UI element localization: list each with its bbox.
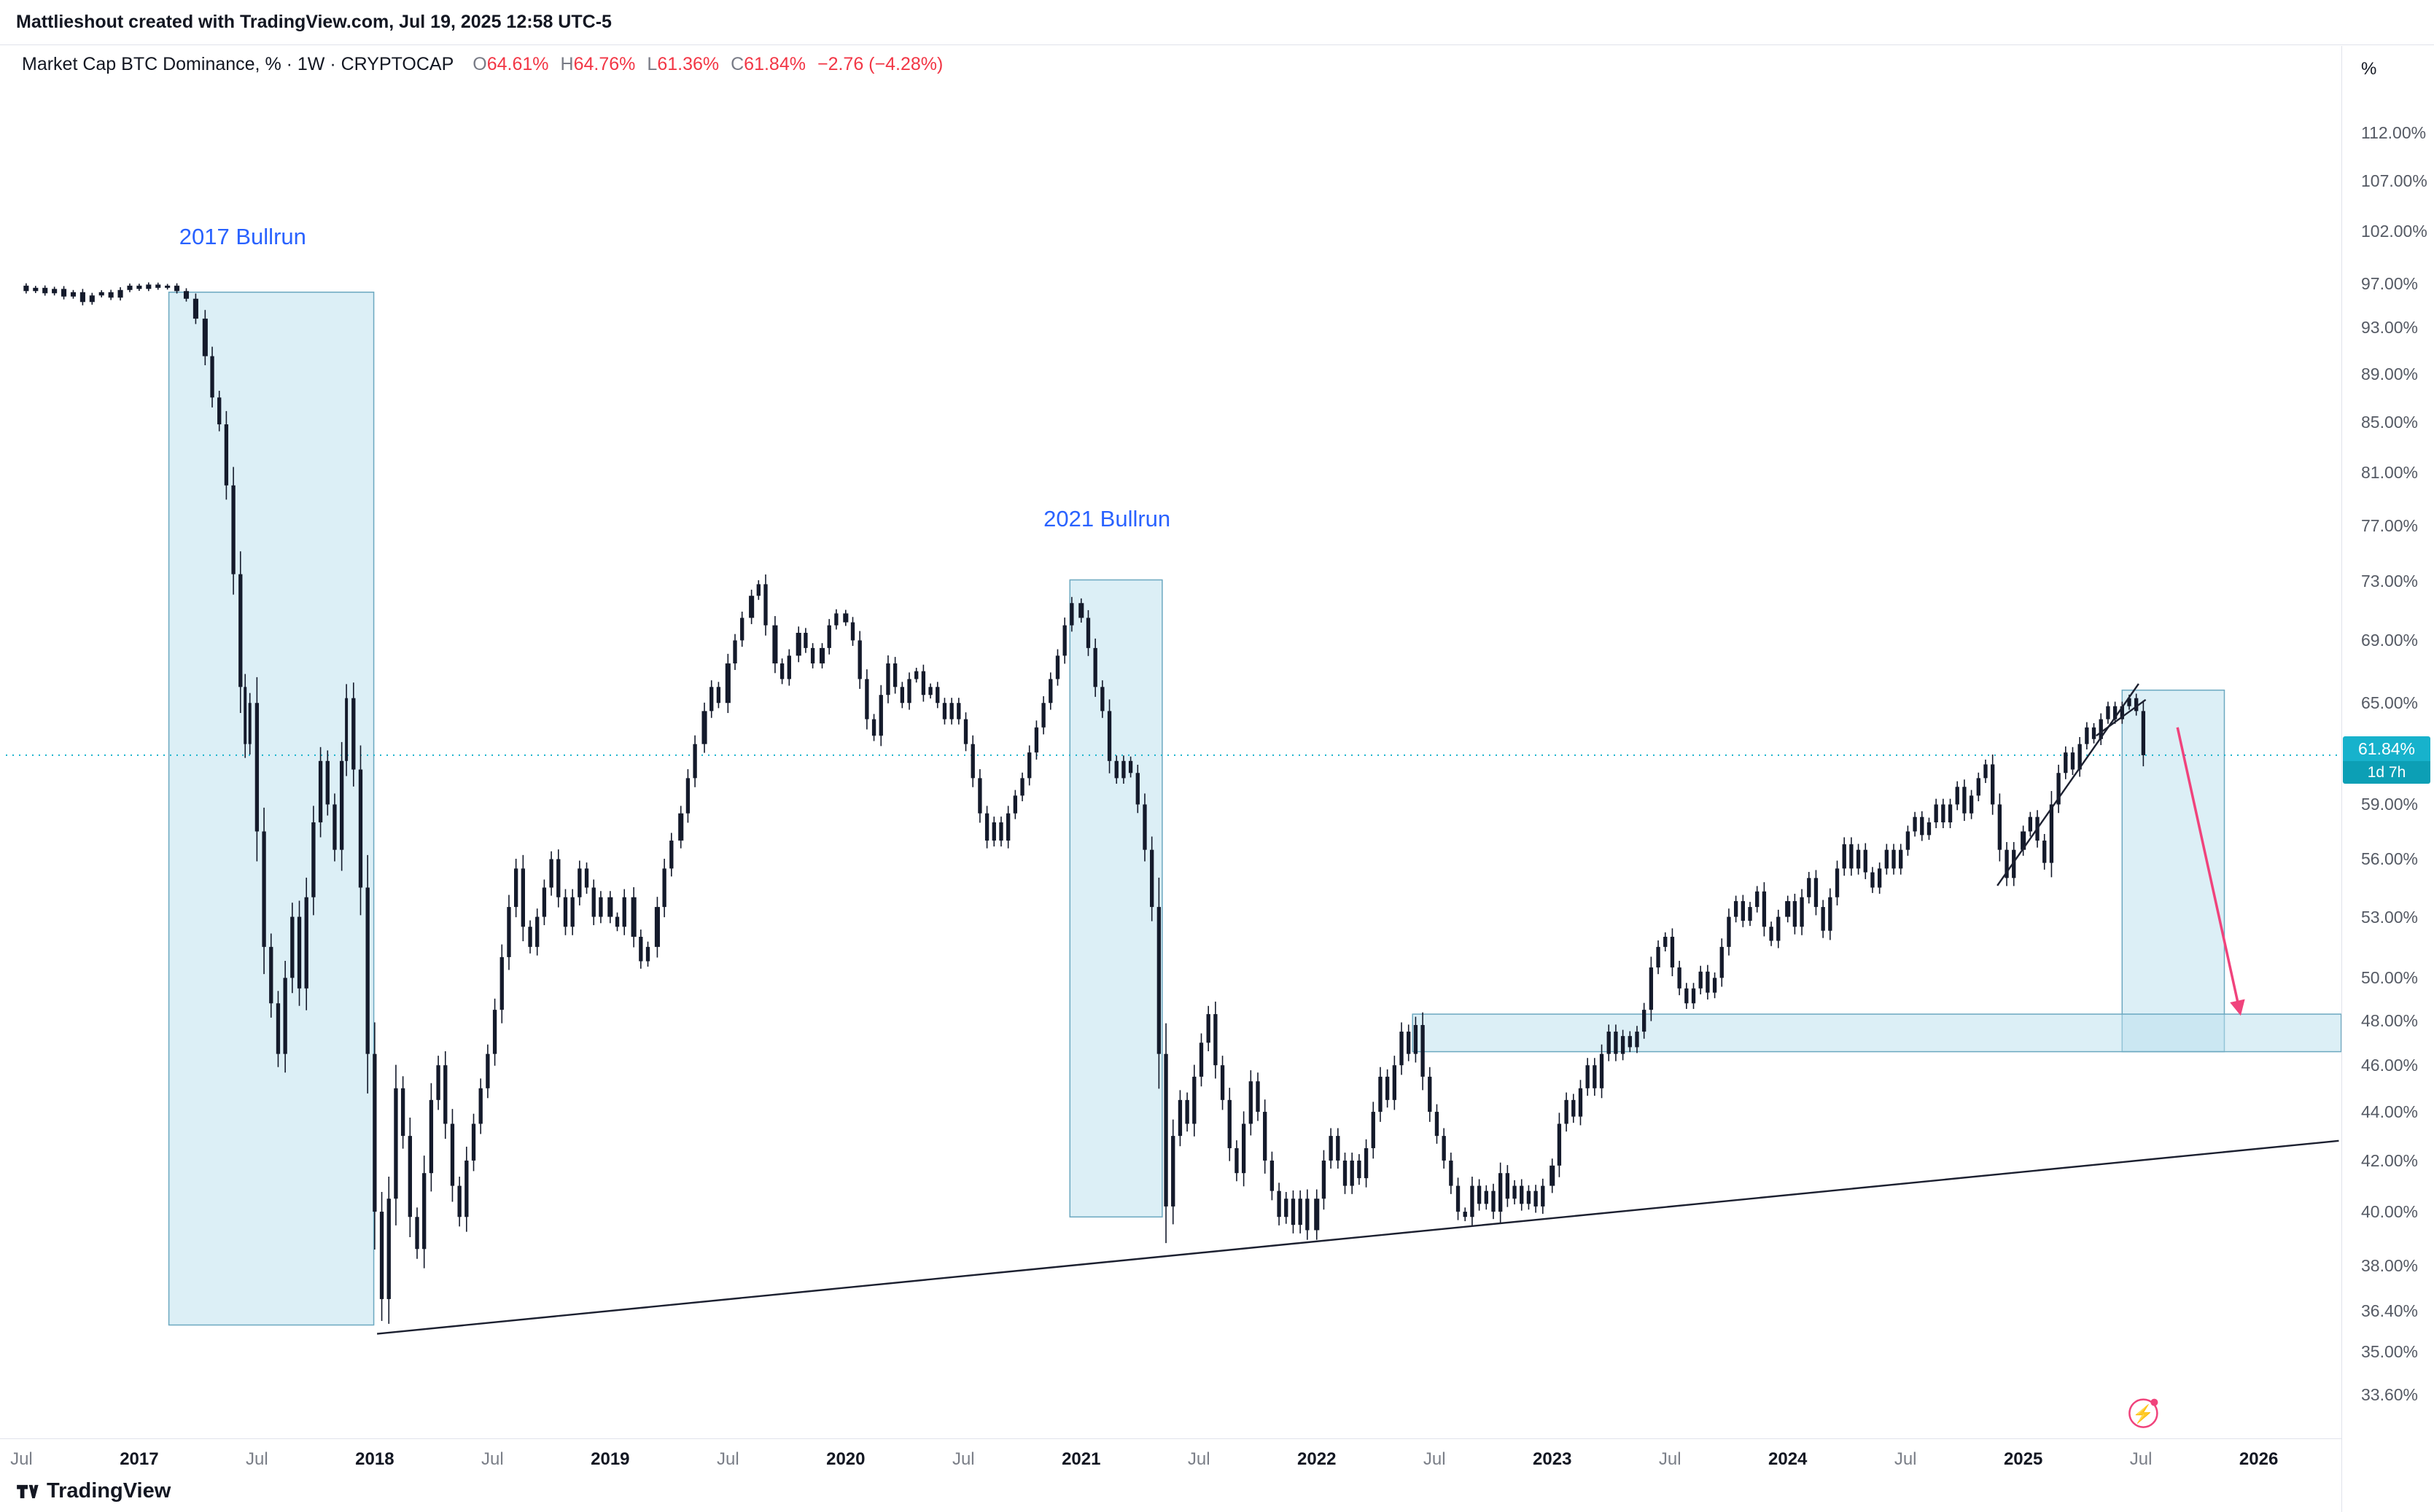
time-tick-label: 2026 [2239, 1449, 2279, 1469]
bar-countdown: 1d 7h [2343, 760, 2430, 784]
time-tick-label: 2024 [1768, 1449, 1808, 1469]
price-tick-label: 65.00% [2361, 693, 2419, 713]
price-axis-unit: % [2361, 59, 2377, 79]
tradingview-logo-text: TradingView [47, 1479, 171, 1503]
time-tick-label: 2018 [355, 1449, 394, 1469]
tradingview-watermark[interactable]: TradingView [16, 1479, 171, 1503]
time-tick-label: 2019 [591, 1449, 630, 1469]
price-tick-label: 36.40% [2361, 1301, 2419, 1320]
ohlc-high-value: 64.76% [573, 54, 636, 74]
price-tick-label: 35.00% [2361, 1341, 2419, 1361]
price-tick-label: 56.00% [2361, 849, 2419, 869]
symbol-legend[interactable]: Market Cap BTC Dominance, % · 1W · CRYPT… [22, 54, 943, 75]
ohlc-change-value: −2.76 (−4.28%) [817, 54, 944, 74]
price-tick-label: 44.00% [2361, 1102, 2419, 1122]
price-tick-label: 107.00% [2361, 171, 2427, 190]
box-2017-bullrun[interactable] [168, 292, 375, 1326]
symbol-title[interactable]: Market Cap BTC Dominance, % · 1W · CRYPT… [22, 54, 454, 74]
time-tick-label: 2020 [826, 1449, 866, 1469]
projection-down-arrow[interactable] [2176, 727, 2245, 1016]
time-tick-label: Jul [481, 1449, 504, 1469]
tradingview-logo-icon [17, 1484, 39, 1498]
price-tick-label: 42.00% [2361, 1150, 2419, 1170]
ohlc-open-label: O [473, 54, 487, 74]
time-tick-label: Jul [1658, 1449, 1681, 1469]
time-tick-label: Jul [2129, 1449, 2153, 1469]
last-price-value: 61.84% [2343, 736, 2430, 761]
last-price-label: 61.84% 1d 7h [2343, 736, 2430, 784]
time-tick-label: Jul [10, 1449, 33, 1469]
time-tick-label: 2017 [120, 1449, 159, 1469]
candlestick-series[interactable] [23, 282, 2146, 1324]
price-tick-label: 102.00% [2361, 221, 2427, 241]
lightning-icon: ⚡ [2132, 1404, 2154, 1425]
rising-wedge-upper-line[interactable] [2096, 698, 2147, 737]
price-tick-label: 81.00% [2361, 462, 2419, 482]
ohlc-high-label: H [560, 54, 574, 74]
price-tick-label: 50.00% [2361, 968, 2419, 988]
time-tick-label: 2022 [1297, 1449, 1337, 1469]
price-tick-label: 97.00% [2361, 273, 2419, 293]
time-tick-label: 2025 [2003, 1449, 2043, 1469]
price-tick-label: 69.00% [2361, 631, 2419, 650]
long-term-uptrend-line[interactable] [376, 1139, 2339, 1335]
price-tick-label: 38.00% [2361, 1255, 2419, 1275]
time-tick-label: Jul [716, 1449, 739, 1469]
box-2025-current[interactable] [2121, 689, 2225, 1053]
annotation-2021-bullrun-label[interactable]: 2021 Bullrun [1043, 506, 1171, 532]
time-tick-label: Jul [246, 1449, 268, 1469]
price-tick-label: 33.60% [2361, 1384, 2419, 1404]
price-tick-label: 59.00% [2361, 795, 2419, 814]
attribution-bar: Mattlieshout created with TradingView.co… [0, 0, 2434, 45]
price-tick-label: 89.00% [2361, 364, 2419, 383]
attribution-text: Mattlieshout created with TradingView.co… [16, 12, 612, 32]
annotation-2017-bullrun-label[interactable]: 2017 Bullrun [179, 223, 306, 249]
price-tick-label: 40.00% [2361, 1202, 2419, 1222]
price-tick-label: 46.00% [2361, 1056, 2419, 1075]
time-tick-label: Jul [1894, 1449, 1917, 1469]
support-band-48pct[interactable] [1412, 1013, 2342, 1053]
price-tick-label: 112.00% [2361, 123, 2427, 143]
ohlc-low-value: 61.36% [657, 54, 720, 74]
time-tick-label: Jul [952, 1449, 975, 1469]
time-tick-label: Jul [1423, 1449, 1446, 1469]
ohlc-close-label: C [731, 54, 744, 74]
time-tick-label: 2023 [1533, 1449, 1572, 1469]
price-tick-label: 85.00% [2361, 412, 2419, 432]
price-tick-label: 93.00% [2361, 318, 2419, 338]
ohlc-open-value: 64.61% [486, 54, 549, 74]
price-tick-label: 53.00% [2361, 907, 2419, 927]
time-tick-label: 2021 [1062, 1449, 1101, 1469]
price-tick-label: 77.00% [2361, 515, 2419, 535]
box-2021-bullrun[interactable] [1069, 579, 1163, 1218]
price-tick-label: 48.00% [2361, 1011, 2419, 1031]
time-axis[interactable]: Jul 2017 Jul 2018 Jul 2019 Jul 2020 Jul 2021 Jul 20… [0, 1438, 2341, 1512]
flash-emoji-marker[interactable]: ⚡ [2128, 1398, 2158, 1428]
price-tick-label: 73.00% [2361, 572, 2419, 591]
ohlc-low-label: L [647, 54, 658, 74]
ohlc-close-value: 61.84% [744, 54, 806, 74]
rising-wedge-lower-line[interactable] [1996, 683, 2139, 886]
time-tick-label: Jul [1187, 1449, 1210, 1469]
